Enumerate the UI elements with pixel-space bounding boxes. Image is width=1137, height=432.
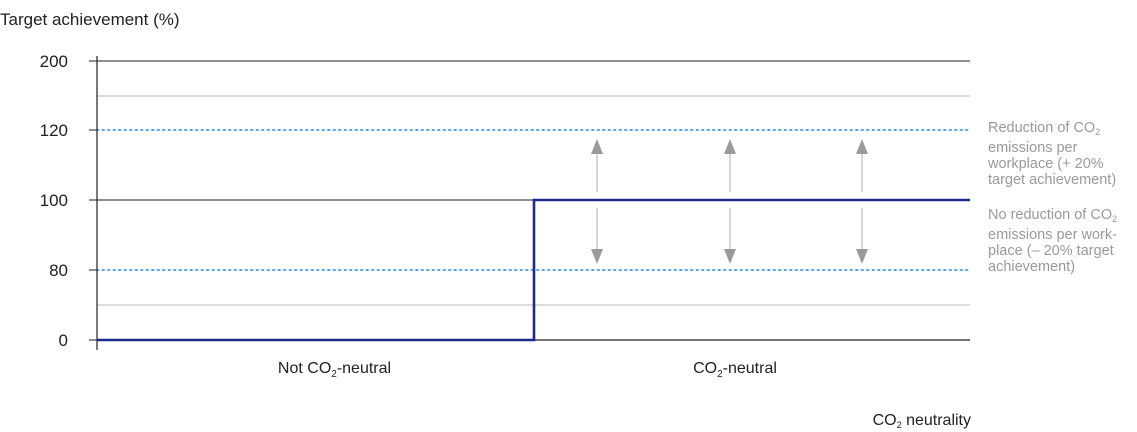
range-arrow-2-head-down <box>724 249 736 264</box>
range-arrow-1-head-up <box>591 139 603 154</box>
x-axis-title-pre: CO <box>872 412 897 429</box>
annotation-2-line-4: achievement) <box>988 259 1076 275</box>
series-step-line <box>97 198 970 342</box>
y-axis-title: Target achievement (%) <box>0 10 180 29</box>
x-axis-title-post: neutrality <box>901 412 971 429</box>
annotation-increase: Reduction of CO2 emissions per workplace (… <box>988 120 1137 188</box>
y-tick-label-120: 120 <box>40 121 68 140</box>
y-tick-label-80: 80 <box>49 261 68 280</box>
range-arrow-3-head-up <box>856 139 868 154</box>
range-arrow-2-head-up <box>724 139 736 154</box>
y-tick-label-0: 0 <box>59 331 68 350</box>
x-category-label-1: Not CO2-neutral <box>278 360 391 380</box>
annotation-1-line-4: target achievement) <box>988 172 1117 188</box>
annotation-1-line-3: workplace (+ 20% <box>988 156 1104 172</box>
annotation-1-line-2: emissions per <box>988 140 1078 156</box>
annotation-2-line-1: No reduction of CO2 <box>988 207 1118 224</box>
y-tick-label-200: 200 <box>40 52 68 71</box>
annotation-2-line-3: place (– 20% target <box>988 243 1114 259</box>
x-axis-title-sub: 2 <box>896 420 902 430</box>
range-arrow-3-head-down <box>856 249 868 264</box>
annotation-decrease: No reduction of CO2 emissions per work-pl… <box>988 207 1137 275</box>
range-arrow-1-head-down <box>591 249 603 264</box>
x-category-label-2: CO2-neutral <box>693 360 777 380</box>
annotation-2-line-2: emissions per work- <box>988 227 1117 243</box>
y-tick-label-100: 100 <box>40 191 68 210</box>
annotation-1-line-1: Reduction of CO2 <box>988 120 1101 137</box>
x-axis-title: CO2 neutrality <box>873 412 971 430</box>
